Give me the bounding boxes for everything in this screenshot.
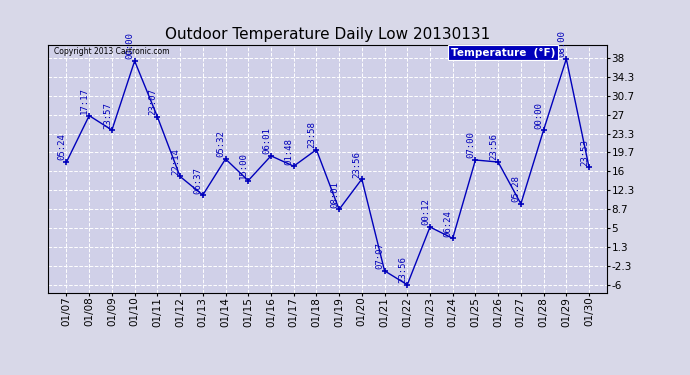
Text: 05:24: 05:24: [57, 134, 66, 160]
Text: 00:12: 00:12: [421, 199, 430, 225]
Text: 00:00: 00:00: [126, 33, 135, 60]
Text: 06:37: 06:37: [194, 166, 203, 194]
Text: 23:56: 23:56: [353, 151, 362, 177]
Text: 07:07: 07:07: [375, 242, 384, 269]
Text: Temperature  (°F): Temperature (°F): [451, 48, 555, 57]
Title: Outdoor Temperature Daily Low 20130131: Outdoor Temperature Daily Low 20130131: [165, 27, 491, 42]
Text: 23:56: 23:56: [489, 134, 498, 160]
Text: 23:57: 23:57: [103, 102, 112, 129]
Text: 06:24: 06:24: [444, 210, 453, 237]
Text: 23:56: 23:56: [398, 256, 407, 283]
Text: 23:53: 23:53: [580, 139, 589, 166]
Text: 22:14: 22:14: [171, 148, 180, 175]
Text: 01:48: 01:48: [285, 138, 294, 165]
Text: Copyright 2013 Cartronic.com: Copyright 2013 Cartronic.com: [54, 48, 169, 57]
Text: 08:01: 08:01: [330, 181, 339, 208]
Text: 08:00: 08:00: [558, 30, 566, 57]
Text: 05:28: 05:28: [512, 176, 521, 202]
Text: 23:07: 23:07: [148, 88, 157, 115]
Text: 07:00: 07:00: [466, 132, 475, 158]
Text: 05:32: 05:32: [217, 130, 226, 158]
Text: 15:00: 15:00: [239, 152, 248, 179]
Text: 06:01: 06:01: [262, 128, 271, 154]
Text: 23:58: 23:58: [307, 121, 316, 148]
Text: 00:00: 00:00: [535, 102, 544, 129]
Text: 17:17: 17:17: [80, 87, 89, 114]
